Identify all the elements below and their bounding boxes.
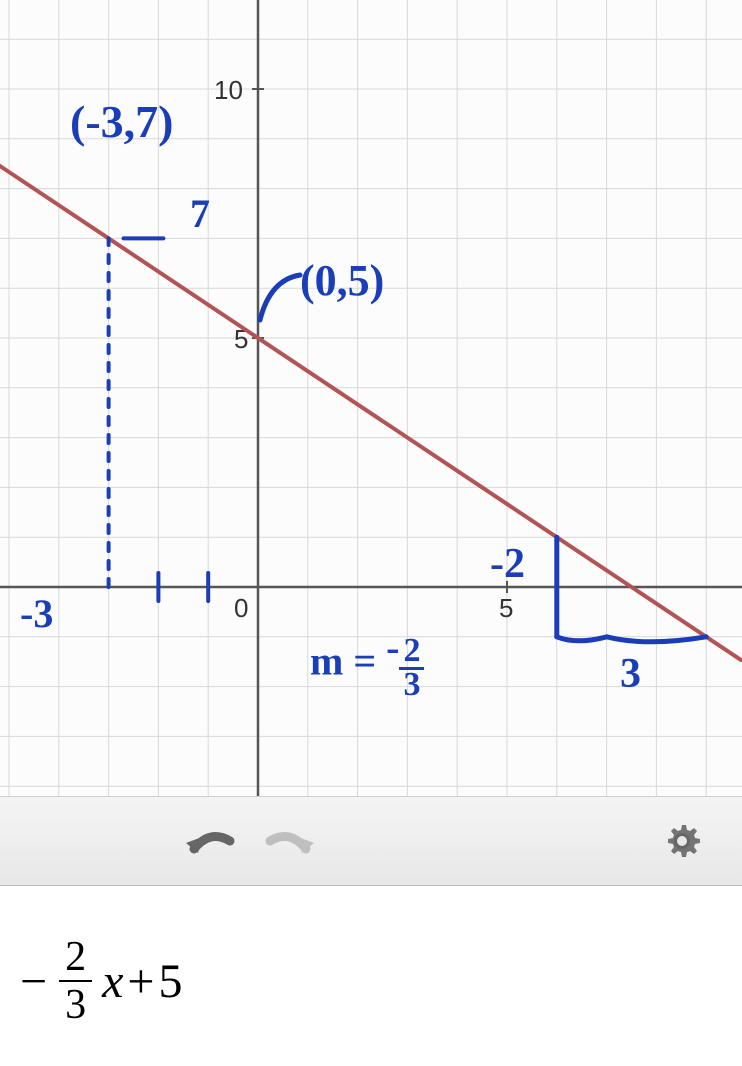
redo-icon: [262, 821, 318, 861]
formula-panel: − 2 3 x + 5: [0, 886, 742, 1066]
svg-text:0: 0: [234, 593, 248, 623]
settings-button[interactable]: [652, 816, 712, 866]
graph-svg: 10505: [0, 0, 742, 796]
plus-sign: +: [127, 954, 154, 1009]
constant-term: 5: [158, 954, 182, 1009]
svg-text:5: 5: [499, 593, 513, 623]
graph-panel[interactable]: 10505 (-3,7) 7 -3 (0,5) -2 3 m = -23: [0, 0, 742, 796]
toolbar-history-group: [180, 816, 320, 866]
redo-button[interactable]: [260, 816, 320, 866]
variable-x: x: [102, 954, 123, 1009]
minus-sign: −: [20, 954, 47, 1009]
equation-text: − 2 3 x + 5: [20, 936, 722, 1026]
fraction: 2 3: [59, 936, 92, 1026]
fraction-numerator: 2: [59, 936, 92, 982]
fraction-denominator: 3: [59, 982, 92, 1026]
svg-text:10: 10: [214, 75, 243, 105]
undo-icon: [182, 821, 238, 861]
undo-button[interactable]: [180, 816, 240, 866]
toolbar: [0, 796, 742, 886]
gear-icon: [658, 817, 706, 865]
